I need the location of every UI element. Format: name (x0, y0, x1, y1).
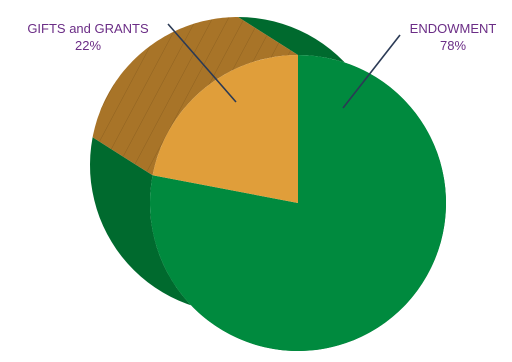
slice-label-endowment: ENDOWMENT (410, 21, 497, 36)
pie-slice-endowment (149, 55, 446, 351)
slice-value-gifts-and-grants: 22% (75, 38, 101, 53)
leader-line-endowment (342, 34, 401, 109)
slice-value-endowment: 78% (440, 38, 466, 53)
pie-tops (149, 55, 446, 351)
pie-slice-gifts-and-grants (152, 55, 298, 203)
leader-line-gifts-and-grants (167, 23, 237, 103)
pie-side-texture-gifts-and-grants (92, 17, 298, 176)
leader-lines (167, 23, 401, 109)
slice-label-gifts-and-grants: GIFTS and GRANTS (27, 21, 149, 36)
